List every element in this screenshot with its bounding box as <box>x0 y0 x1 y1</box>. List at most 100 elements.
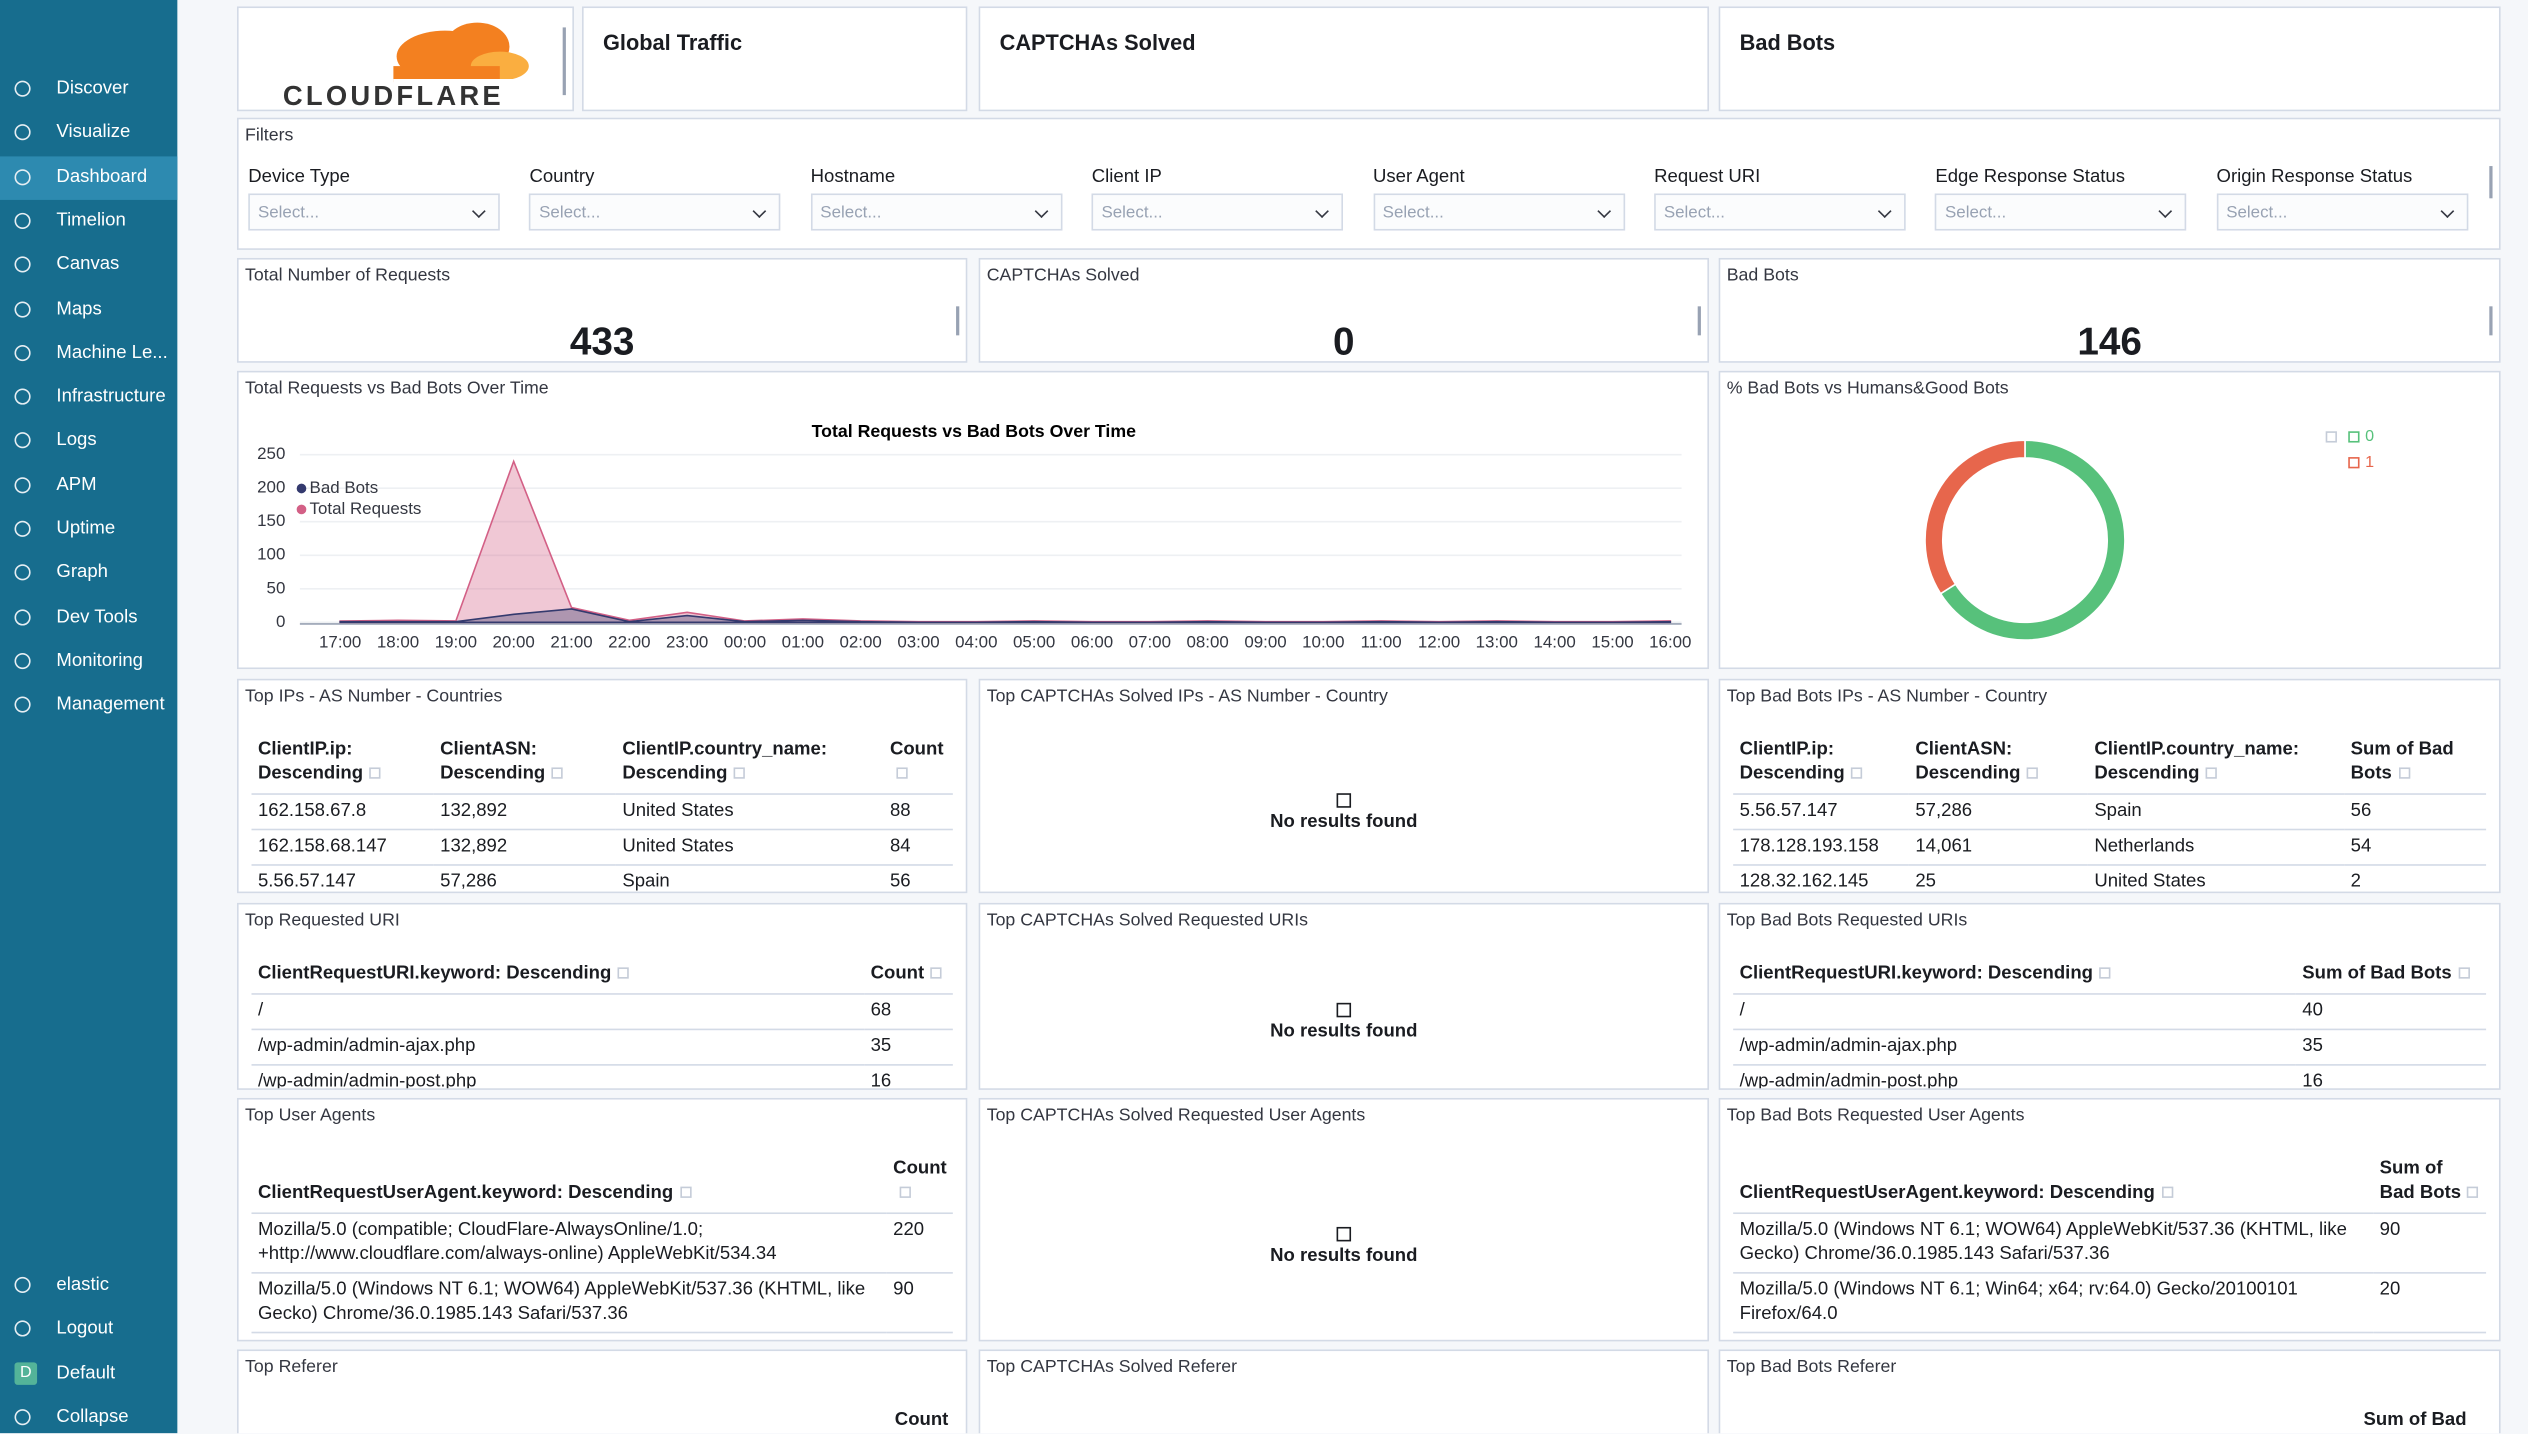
filter-select[interactable]: Select... <box>2216 193 2469 231</box>
x-tick-label: 19:00 <box>435 633 477 652</box>
nav-item[interactable]: Management <box>0 684 177 728</box>
nav-item[interactable]: Dev Tools <box>0 596 177 640</box>
filter-select[interactable]: Select... <box>1091 193 1344 231</box>
filter-select[interactable]: Select... <box>248 193 500 231</box>
nav-icon <box>14 564 31 581</box>
nav-label: Collapse <box>56 1407 129 1427</box>
x-tick-label: 22:00 <box>608 633 650 652</box>
nav-item[interactable]: Uptime <box>0 508 177 552</box>
table-cell: / <box>251 993 865 1031</box>
filter-select[interactable]: Select... <box>810 193 1063 231</box>
table-cell: 162.158.67.8 <box>251 794 434 831</box>
column-header[interactable]: Sum of Bad Bots <box>2373 1157 2487 1215</box>
data-table: ClientRequestURI.keyword: Descending Coun… <box>251 962 953 1089</box>
no-results: No results found <box>980 792 1707 831</box>
table-cell: 90 <box>886 1272 953 1334</box>
nav-item[interactable]: Graph <box>0 552 177 596</box>
x-tick-label: 18:00 <box>377 633 419 652</box>
filter-label: Device Type <box>248 167 350 188</box>
series-area <box>339 459 1672 624</box>
table-row: /wp-admin/admin-ajax.php 35 <box>1733 1029 2487 1066</box>
panel-title: Top Requested URI <box>245 910 400 931</box>
filter-select[interactable]: Select... <box>1935 193 2187 231</box>
table-panel: Top Bad Bots Requested User Agents Client… <box>1718 1097 2501 1342</box>
nav-item[interactable]: D Default <box>0 1352 177 1396</box>
table-cell: 57,286 <box>1908 794 2088 831</box>
nav-item[interactable]: Collapse <box>0 1396 177 1433</box>
table-panel: Top CAPTCHAs Solved Referer <box>978 1349 1709 1434</box>
column-header[interactable]: ClientRequestUserAgent.keyword: Descendi… <box>1733 1157 2374 1215</box>
scrollbar <box>1697 306 1701 336</box>
nav-item[interactable]: Discover <box>0 68 177 112</box>
panel-title: Top User Agents <box>245 1106 376 1126</box>
table-row: Mozilla/5.0 (Windows NT 6.1; WOW64) Appl… <box>251 1272 953 1334</box>
data-table: ClientRequestURI.keyword: Descending Sum … <box>1733 962 2487 1089</box>
table-panel: Top Bad Bots Requested URIs ClientRequest… <box>1718 902 2501 1090</box>
column-header[interactable]: ClientRequestURI.keyword: Descending <box>251 962 865 995</box>
nav-icon <box>14 168 31 185</box>
column-header[interactable]: ClientRequestUserAgent.keyword: Descendi… <box>251 1157 887 1215</box>
nav-item[interactable]: Infrastructure <box>0 376 177 420</box>
column-header[interactable]: Sum of Bad Bots <box>2357 1409 2487 1434</box>
nav-item[interactable]: Maps <box>0 288 177 332</box>
chart-title: Total Requests vs Bad Bots Over Time <box>812 421 1136 441</box>
nav-item[interactable]: Logs <box>0 420 177 464</box>
table-cell: Spain <box>2087 794 2345 831</box>
column-header[interactable]: Sum of Bad Bots <box>2295 962 2487 995</box>
nav-item[interactable]: Machine Le... <box>0 332 177 376</box>
column-header[interactable]: ClientIP.country_name: Descending <box>615 738 884 795</box>
column-header[interactable]: Count <box>886 1157 953 1215</box>
column-header[interactable]: ClientASN: Descending <box>1908 738 2088 795</box>
table-cell: 132,892 <box>433 794 616 831</box>
metric-panel: Bad Bots 146 <box>1718 257 2501 363</box>
nav-label: Visualize <box>56 123 131 143</box>
nav-label: Discover <box>56 79 129 99</box>
column-header[interactable]: ClientIP.ip: Descending <box>1733 738 1909 795</box>
nav-item[interactable]: Canvas <box>0 244 177 288</box>
nav-label: Dev Tools <box>56 607 138 627</box>
table-cell: 56 <box>2344 794 2487 831</box>
table-cell: Mozilla/5.0 (Windows NT 6.1; Win64; x64;… <box>1733 1272 2374 1334</box>
table-panel: Top Requested URI ClientRequestURI.keywor… <box>237 902 968 1090</box>
column-header[interactable]: ClientIP.ip: Descending <box>251 738 434 795</box>
column-header[interactable]: Count <box>888 1409 953 1434</box>
nav-item[interactable]: Visualize <box>0 112 177 156</box>
legend-label: Total Requests <box>310 499 422 518</box>
nav-label: Default <box>56 1363 116 1383</box>
table-cell: 16 <box>864 1064 953 1089</box>
panel-title: Total Requests vs Bad Bots Over Time <box>245 378 549 399</box>
column-header[interactable]: ClientIP.country_name: Descending <box>2087 738 2345 795</box>
scrollbar <box>2489 306 2493 336</box>
metric-panel: CAPTCHAs Solved 0 <box>978 257 1709 363</box>
column-header[interactable]: ClientASN: Descending <box>433 738 616 795</box>
column-header[interactable]: Sum of Bad Bots <box>2344 738 2487 795</box>
filter-select[interactable]: Select... <box>1654 193 1906 231</box>
table-cell: /wp-admin/admin-ajax.php <box>251 1029 865 1066</box>
nav-item[interactable]: Timelion <box>0 200 177 244</box>
x-tick-label: 17:00 <box>319 633 361 652</box>
table-cell: /wp-admin/admin-post.php <box>251 1064 865 1089</box>
column-header[interactable]: Count <box>883 738 953 795</box>
nav-item[interactable]: Logout <box>0 1308 177 1352</box>
panel-title: Total Number of Requests <box>245 266 451 286</box>
filter-select[interactable]: Select... <box>529 193 781 231</box>
nav-item[interactable]: elastic <box>0 1264 177 1308</box>
nav-item[interactable]: Monitoring <box>0 640 177 684</box>
table-cell: 132,892 <box>433 829 616 866</box>
nav-label: Machine Le... <box>56 343 168 363</box>
table-cell: Mozilla/5.0 (compatible; CloudFlare-Alwa… <box>251 1213 887 1274</box>
no-results: No results found <box>980 1003 1707 1041</box>
x-tick-label: 14:00 <box>1533 633 1575 652</box>
table-cell: 16 <box>2295 1064 2487 1089</box>
table-panel: Top CAPTCHAs Solved IPs - AS Number - Co… <box>978 678 1709 894</box>
filter-select[interactable]: Select... <box>1372 193 1625 231</box>
filter-label: Origin Response Status <box>2216 167 2413 188</box>
nav-icon <box>14 256 31 273</box>
space-badge: D <box>14 1361 38 1385</box>
nav-item[interactable]: Dashboard <box>0 155 178 200</box>
nav-item[interactable]: APM <box>0 464 177 508</box>
column-header[interactable]: Count <box>864 962 953 995</box>
column-header[interactable]: ClientRequestURI.keyword: Descending <box>1733 962 2296 995</box>
table-cell: Mozilla/5.0 (Windows NT 6.1; WOW64) Appl… <box>1733 1213 2374 1274</box>
table-cell: 14,061 <box>1908 829 2088 866</box>
